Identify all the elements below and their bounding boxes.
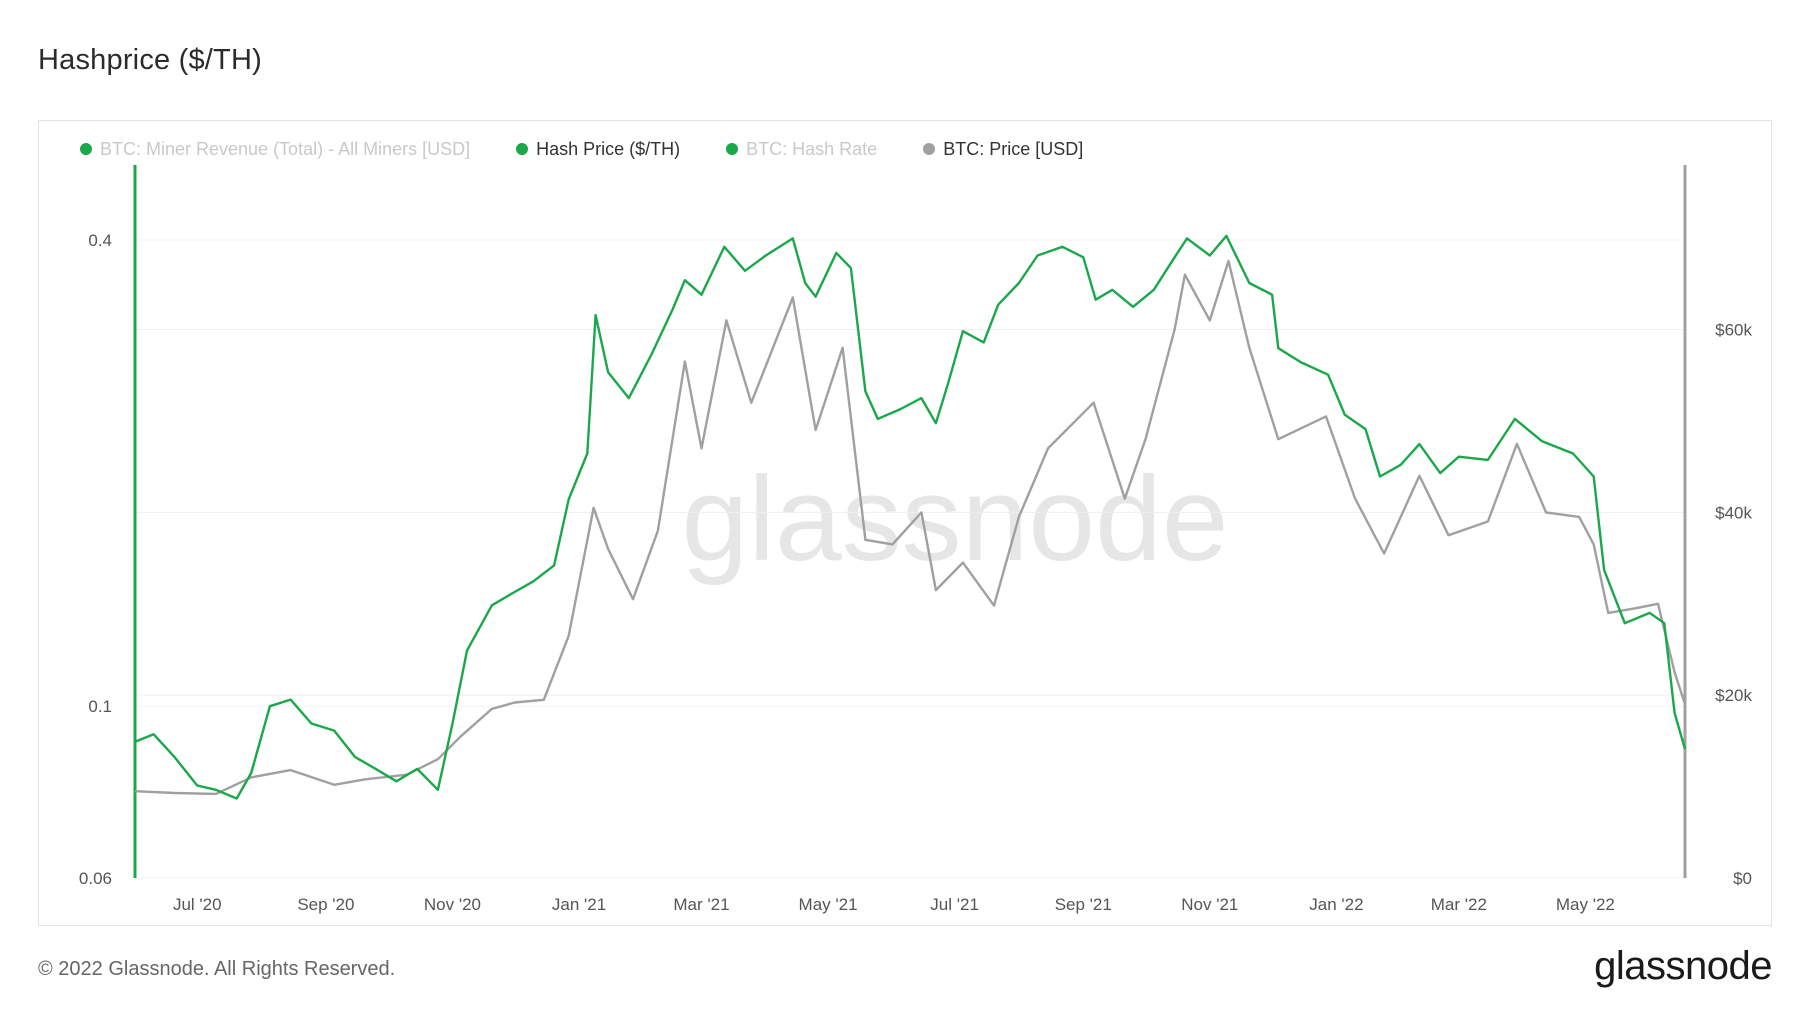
x-axis-tick-label: Jan '22	[1309, 895, 1363, 914]
left-axis-tick-label: 0.4	[88, 231, 112, 250]
right-axis-tick-label: $0	[1733, 869, 1752, 888]
legend-label: BTC: Hash Rate	[746, 138, 878, 159]
axes: $0 $20k $40k $60k 0.06 0.1 0.4 Jul '20 Sep '20 No…	[79, 165, 1752, 914]
legend-label: BTC: Miner Revenue (Total) - All Miners …	[100, 138, 471, 159]
legend-dot-icon	[80, 143, 92, 155]
legend-item-miner-revenue[interactable]: BTC: Miner Revenue (Total) - All Miners …	[80, 139, 470, 160]
x-axis-tick-label: Mar '22	[1431, 895, 1487, 914]
x-axis-tick-label: Sep '20	[297, 895, 354, 914]
right-axis-tick-label: $40k	[1715, 503, 1752, 522]
legend-item-hash-rate[interactable]: BTC: Hash Rate	[726, 139, 877, 160]
page-title: Hashprice ($/TH)	[38, 44, 262, 76]
x-axis-tick-label: May '21	[799, 895, 858, 914]
legend-dot-icon	[516, 143, 529, 155]
x-axis-tick-label: Jan '21	[552, 895, 606, 914]
left-axis-tick-label: 0.06	[79, 869, 112, 888]
x-axis-tick-label: Sep '21	[1055, 895, 1112, 914]
x-axis-tick-label: Nov '21	[1181, 895, 1238, 914]
x-axis-tick-label: Jul '21	[930, 895, 979, 914]
right-axis-tick-label: $20k	[1715, 686, 1752, 705]
legend-dot-icon	[923, 143, 936, 155]
glassnode-logo[interactable]: glassnode	[1594, 944, 1772, 988]
series-lines	[134, 234, 1687, 800]
x-axis-tick-label: Mar '21	[673, 895, 729, 914]
grid-lines	[135, 239, 1685, 879]
legend-label: Hash Price ($/TH)	[536, 138, 681, 159]
legend-item-btc-price[interactable]: BTC: Price [USD]	[923, 139, 1083, 160]
x-axis-tick-label: Jul '20	[173, 895, 222, 914]
right-axis-tick-label: $60k	[1715, 321, 1752, 340]
x-axis-tick-label: Nov '20	[424, 895, 481, 914]
left-axis-tick-label: 0.1	[88, 697, 112, 716]
legend-item-hash-price[interactable]: Hash Price ($/TH)	[516, 139, 680, 160]
chart-frame	[38, 120, 1772, 926]
btc-price-line	[134, 259, 1687, 796]
legend-label: BTC: Price [USD]	[943, 138, 1084, 159]
watermark-text: glassnode	[681, 452, 1228, 586]
copyright-text: © 2022 Glassnode. All Rights Reserved.	[38, 958, 396, 980]
chart-legend: BTC: Miner Revenue (Total) - All Miners …	[80, 138, 1083, 160]
x-axis-tick-label: May '22	[1556, 895, 1615, 914]
hash-price-line	[134, 234, 1687, 800]
legend-dot-icon	[726, 143, 739, 155]
